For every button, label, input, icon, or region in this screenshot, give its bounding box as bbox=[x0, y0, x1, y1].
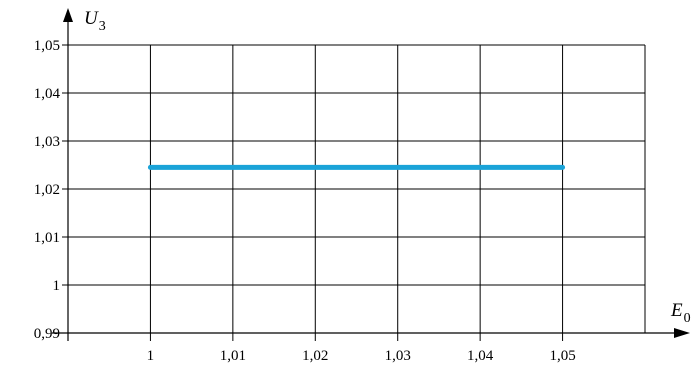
y-tick-label: 1 bbox=[53, 278, 61, 294]
y-tick-labels: 0,99 1 1,01 1,02 1,03 1,04 1,05 bbox=[34, 38, 61, 342]
x-tick-label: 1,03 bbox=[385, 348, 411, 364]
y-tick-label: 1,01 bbox=[34, 230, 60, 246]
y-tick-label: 1,02 bbox=[34, 182, 60, 198]
x-tick-label: 1,04 bbox=[467, 348, 494, 364]
y-axis-label: U3 bbox=[84, 8, 106, 34]
x-tick-label: 1 bbox=[147, 348, 155, 364]
x-axis-arrow bbox=[674, 328, 690, 338]
y-tick-label: 1,05 bbox=[34, 38, 60, 54]
x-tick-labels: 1 1,01 1,02 1,03 1,04 1,05 bbox=[147, 348, 576, 364]
x-tick-label: 1,01 bbox=[220, 348, 246, 364]
x-axis-label: E0 bbox=[670, 300, 691, 326]
grid bbox=[68, 44, 646, 333]
y-tick-label: 1,04 bbox=[34, 86, 61, 102]
y-tick-label: 0,99 bbox=[34, 326, 60, 342]
axes bbox=[52, 8, 690, 341]
y-axis-arrow bbox=[63, 8, 73, 22]
x-tick-label: 1,05 bbox=[549, 348, 575, 364]
y-tick-label: 1,03 bbox=[34, 134, 60, 150]
x-tick-label: 1,02 bbox=[302, 348, 328, 364]
